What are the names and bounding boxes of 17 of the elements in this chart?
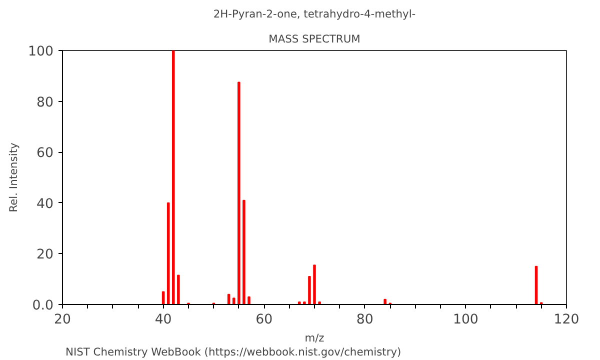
text: NIST Chemistry WebBook (https://webbook.nist.gov/chemistry) [66, 346, 402, 358]
chart-title: 2H-Pyran-2-one, tetrahydro-4-methyl- [213, 8, 416, 20]
y-tick-label: 0.0 [32, 298, 54, 314]
x-tick-label: 120 [554, 312, 580, 328]
y-tick-label: 40 [36, 196, 54, 212]
y-tick-label: 80 [36, 95, 54, 110]
x-tick-label: 60 [256, 312, 273, 328]
x-tick-label: 80 [356, 312, 374, 328]
chart-subtitle: MASS SPECTRUM [268, 32, 360, 46]
y-axis-title: Rel. Intensity [7, 142, 20, 212]
x-axis-title: m/z [304, 332, 325, 344]
x-tick-label: 40 [154, 312, 172, 328]
y-tick-label: 20 [36, 248, 54, 263]
x-tick-label: 20 [54, 312, 71, 328]
x-tick-label: 100 [452, 312, 478, 328]
y-tick-label: 60 [36, 146, 54, 162]
y-tick-label: 100 [28, 44, 54, 60]
